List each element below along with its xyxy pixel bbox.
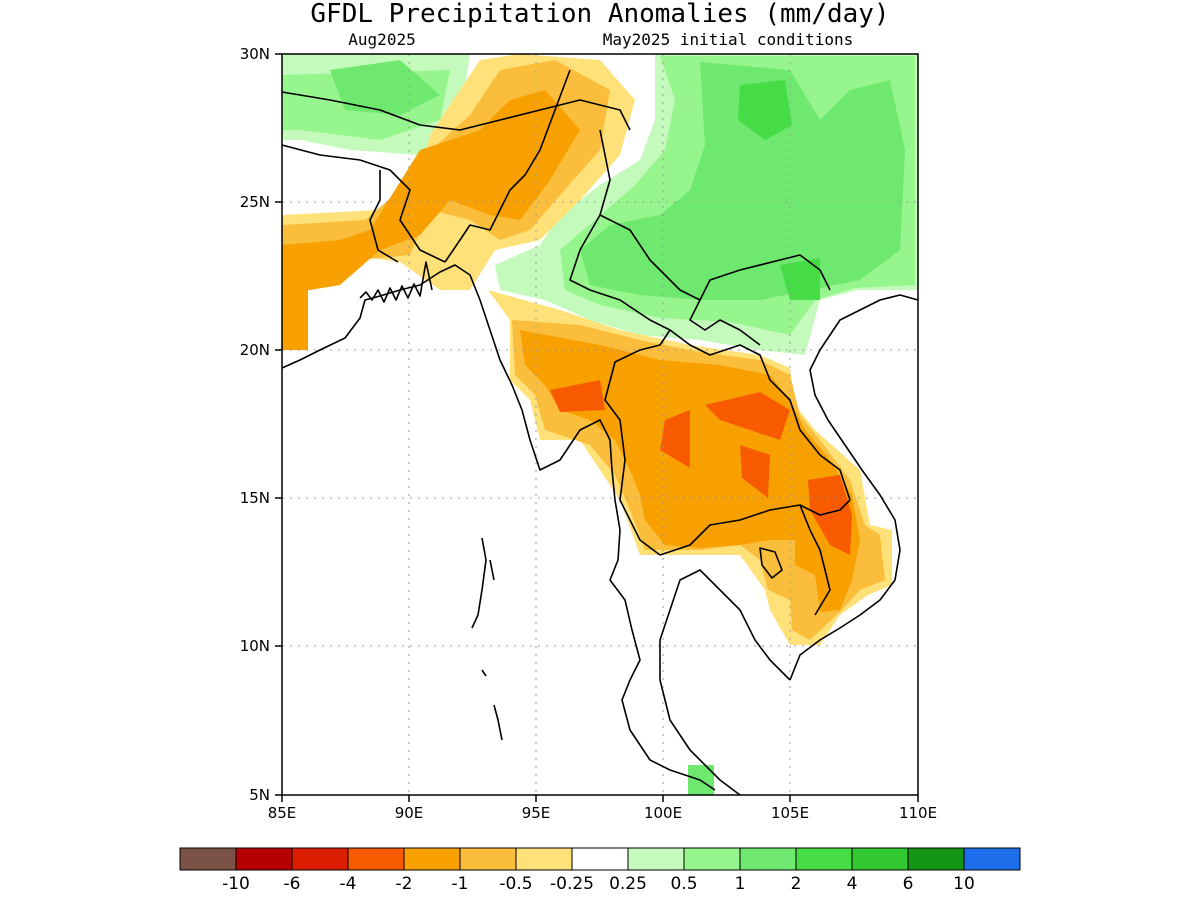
forecast-month-label: Aug2025 <box>348 30 415 49</box>
colorbar-label: -10 <box>222 874 250 894</box>
colorbar-label: 1 <box>735 874 746 894</box>
colorbar-swatch <box>963 847 1021 871</box>
y-tick-label: 30N <box>240 45 270 63</box>
colorbar-label: 10 <box>953 874 975 894</box>
map-title: GFDL Precipitation Anomalies (mm/day) <box>310 0 889 29</box>
x-tick-label: 85E <box>268 804 297 822</box>
colorbar-swatch <box>235 847 293 871</box>
colorbar-label: 0.25 <box>609 874 647 894</box>
y-tick-label: 20N <box>240 341 270 359</box>
colorbar-label: 6 <box>903 874 914 894</box>
y-tick-label: 15N <box>240 489 270 507</box>
lat-lon-grid <box>282 54 918 795</box>
coastlines-and-borders <box>281 69 919 796</box>
colorbar-swatch <box>907 847 965 871</box>
colorbar-label: -6 <box>284 874 301 894</box>
y-tick-label: 25N <box>240 193 270 211</box>
colorbar-swatch <box>459 847 517 871</box>
colorbar-swatch <box>179 847 237 871</box>
colorbar-swatch <box>627 847 685 871</box>
x-tick-label: 110E <box>899 804 937 822</box>
colorbar-swatch <box>795 847 853 871</box>
x-tick-label: 95E <box>522 804 551 822</box>
colorbar-swatch <box>347 847 405 871</box>
colorbar-label: -0.5 <box>499 874 532 894</box>
x-tick-label: 90E <box>395 804 424 822</box>
colorbar-swatch <box>739 847 797 871</box>
colorbar-swatch <box>403 847 461 871</box>
plot-frame <box>281 53 919 796</box>
colorbar-label: -4 <box>340 874 357 894</box>
colorbar-label: 2 <box>791 874 802 894</box>
initial-conditions-label: May2025 initial conditions <box>603 30 853 49</box>
y-tick-label: 10N <box>240 637 270 655</box>
colorbar-swatch <box>851 847 909 871</box>
x-tick-label: 105E <box>771 804 809 822</box>
colorbar-swatch <box>683 847 741 871</box>
anomaly-shading <box>282 54 918 795</box>
colorbar-label: 0.5 <box>670 874 697 894</box>
colorbar-label: -2 <box>396 874 413 894</box>
x-tick-label: 100E <box>644 804 682 822</box>
y-tick-label: 5N <box>249 786 270 804</box>
colorbar-label: -0.25 <box>550 874 594 894</box>
colorbar-swatch <box>291 847 349 871</box>
colorbar-swatch <box>515 847 573 871</box>
colorbar-label: 4 <box>847 874 858 894</box>
colorbar: -10 -6 -4 -2 -1 -0.5 -0.25 0.25 0.5 1 2 4 6 10 <box>179 847 1021 894</box>
colorbar-swatch <box>571 847 629 871</box>
colorbar-label: -1 <box>452 874 469 894</box>
